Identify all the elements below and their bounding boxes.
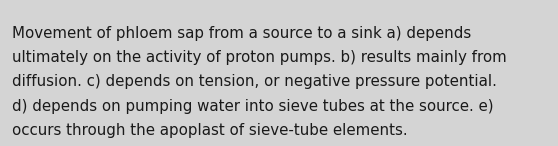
Text: d) depends on pumping water into sieve tubes at the source. e): d) depends on pumping water into sieve t… [12, 99, 494, 114]
Text: ultimately on the activity of proton pumps. b) results mainly from: ultimately on the activity of proton pum… [12, 50, 507, 65]
Text: Movement of phloem sap from a source to a sink a) depends: Movement of phloem sap from a source to … [12, 26, 472, 41]
Text: occurs through the apoplast of sieve-tube elements.: occurs through the apoplast of sieve-tub… [12, 123, 408, 138]
Text: diffusion. c) depends on tension, or negative pressure potential.: diffusion. c) depends on tension, or neg… [12, 74, 497, 89]
